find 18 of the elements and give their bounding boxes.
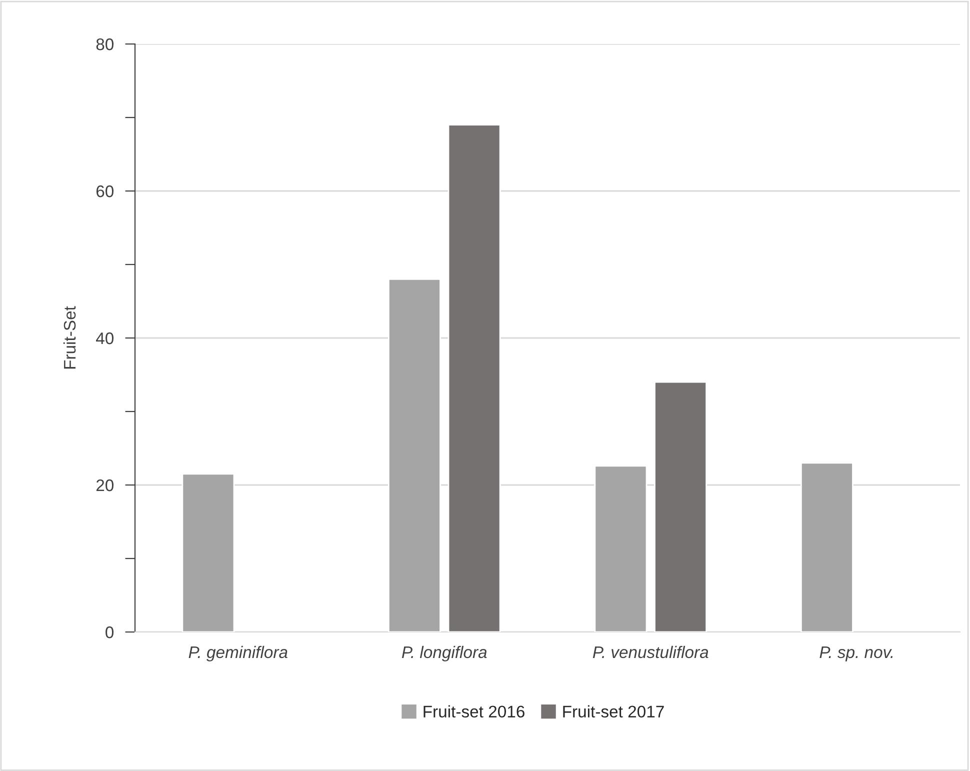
y-tick-label: 0	[106, 626, 114, 638]
legend-label: Fruit-set 2016	[424, 705, 524, 718]
x-tick-label: P. longiflora	[402, 646, 487, 662]
x-tick-label: P. sp. nov.	[820, 646, 893, 662]
bar	[654, 381, 708, 632]
x-tick-label: P. geminiflora	[188, 646, 288, 662]
bar	[448, 124, 501, 632]
y-tick-label: 80	[96, 38, 114, 50]
bar	[594, 465, 648, 632]
legend-label: Fruit-set 2017	[563, 705, 664, 718]
x-tick-label: P. venustuliflora	[592, 646, 708, 658]
bar	[182, 473, 235, 632]
y-tick-label: 20	[96, 479, 114, 492]
bar	[800, 462, 854, 632]
y-tick-label: 40	[96, 332, 114, 344]
y-axis-title: Fruit-Set	[63, 306, 76, 369]
y-tick-label: 60	[96, 185, 114, 198]
bar	[388, 278, 441, 632]
